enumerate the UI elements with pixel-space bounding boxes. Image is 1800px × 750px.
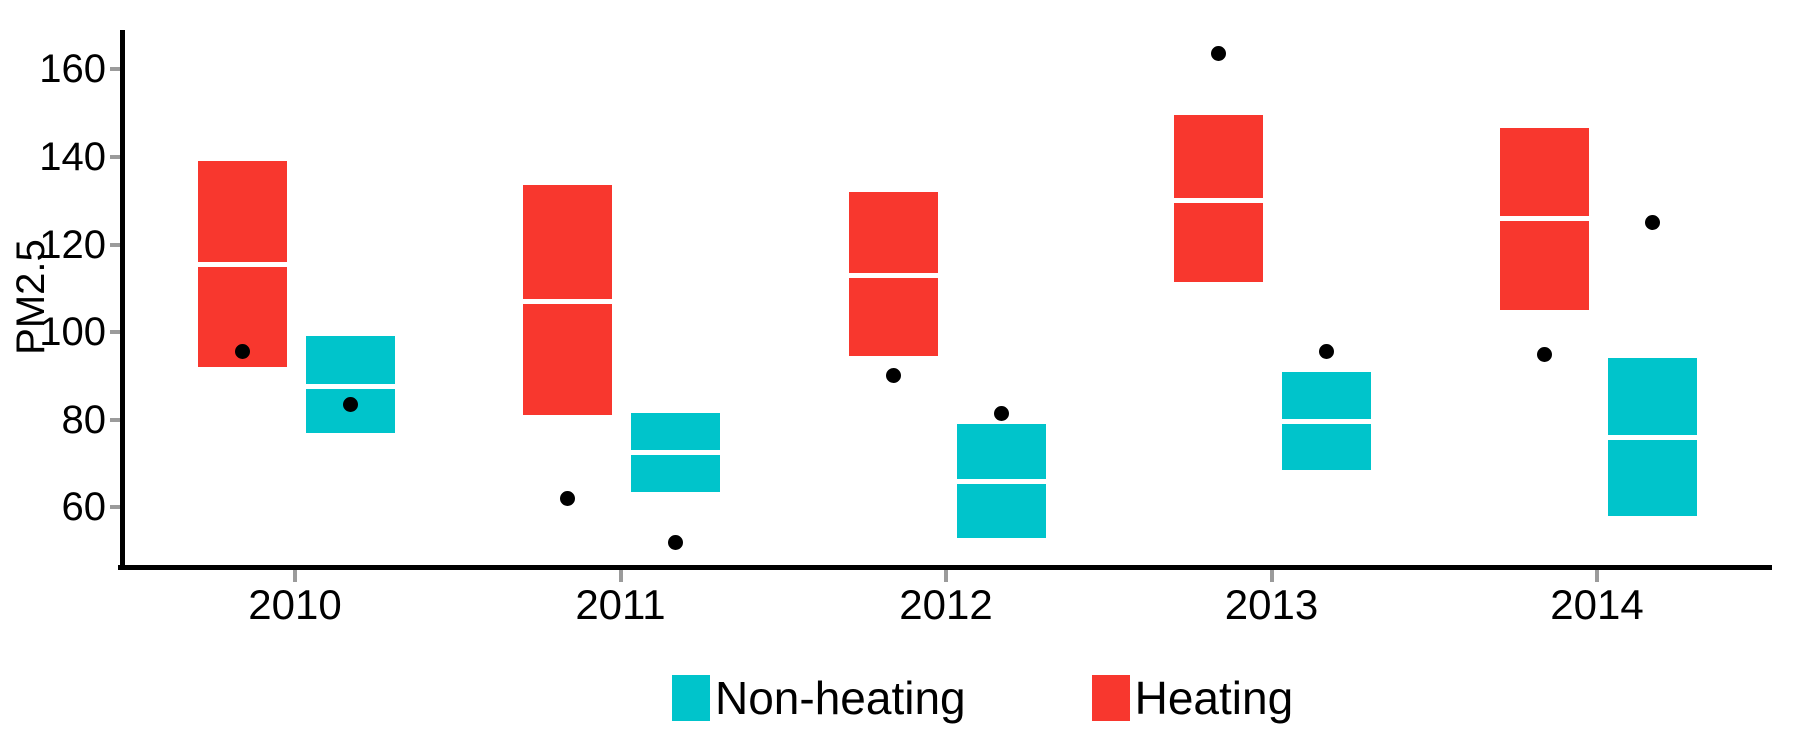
heating-median-2014	[1499, 215, 1589, 221]
heating-box-2011	[523, 185, 612, 416]
y-tick-label-120: 120	[39, 222, 106, 267]
x-tick-label-2010: 2010	[248, 581, 342, 628]
y-tick-label-80: 80	[61, 397, 107, 442]
y-tick-label-100: 100	[39, 310, 106, 355]
heating-point-2012	[885, 368, 901, 384]
heating-point-2013	[1211, 46, 1226, 62]
non-heating-median-2010	[305, 384, 395, 390]
x-tick-2010	[293, 570, 297, 582]
non-heating-box-2012	[956, 424, 1046, 538]
non-heating-point-2012	[993, 405, 1009, 421]
legend-label-non-heating: Non-heating	[715, 672, 966, 724]
y-tick-label-140: 140	[39, 134, 106, 179]
legend-item-heating: Heating	[1091, 672, 1294, 724]
x-tick-2012	[944, 570, 948, 582]
y-tick-label-60: 60	[61, 485, 107, 530]
y-axis-title: PM2.5	[9, 239, 53, 355]
heating-box-2010	[197, 161, 287, 368]
x-tick-label-2014: 2014	[1550, 581, 1644, 628]
y-axis-line	[120, 30, 125, 570]
heating-median-2010	[197, 261, 287, 267]
y-tick-80	[110, 417, 120, 422]
heating-point-2010	[234, 344, 250, 360]
heating-box-2013	[1174, 115, 1263, 282]
x-tick-label-2011: 2011	[575, 581, 666, 628]
non-heating-point-2011	[668, 534, 683, 550]
non-heating-point-2010	[342, 396, 358, 412]
non-heating-point-2014	[1644, 215, 1660, 231]
heating-median-2012	[848, 272, 938, 278]
y-tick-160	[110, 67, 120, 72]
y-tick-140	[110, 154, 120, 159]
non-heating-point-2013	[1319, 344, 1334, 360]
non-heating-box-2013	[1282, 371, 1371, 471]
heating-median-2011	[523, 298, 612, 304]
non-heating-median-2014	[1607, 434, 1697, 440]
x-tick-2014	[1595, 570, 1599, 582]
x-tick-2013	[1269, 570, 1274, 582]
y-tick-60	[110, 505, 120, 510]
legend-label-heating: Heating	[1134, 672, 1294, 724]
non-heating-box-2010	[305, 336, 395, 433]
x-tick-label-2013: 2013	[1224, 581, 1319, 628]
non-heating-box-2014	[1607, 358, 1697, 517]
non-heating-median-2013	[1282, 419, 1371, 425]
x-tick-label-2012: 2012	[899, 581, 993, 628]
y-tick-100	[110, 330, 120, 335]
heating-median-2013	[1174, 198, 1263, 204]
legend-item-non-heating: Non-heating	[672, 672, 966, 724]
x-axis-line	[118, 565, 1772, 570]
y-tick-label-160: 160	[39, 47, 106, 92]
heating-point-2014	[1536, 346, 1552, 362]
non-heating-median-2012	[956, 478, 1046, 484]
legend-swatch-non-heating	[672, 675, 710, 721]
heating-point-2011	[560, 491, 575, 507]
non-heating-median-2011	[631, 450, 720, 456]
non-heating-box-2011	[631, 413, 720, 492]
y-tick-120	[110, 242, 120, 247]
x-tick-2011	[618, 570, 623, 582]
heating-box-2012	[848, 191, 938, 357]
heating-box-2014	[1499, 128, 1589, 311]
legend: Non-heating Heating	[672, 672, 1293, 724]
legend-swatch-heating	[1091, 675, 1130, 721]
